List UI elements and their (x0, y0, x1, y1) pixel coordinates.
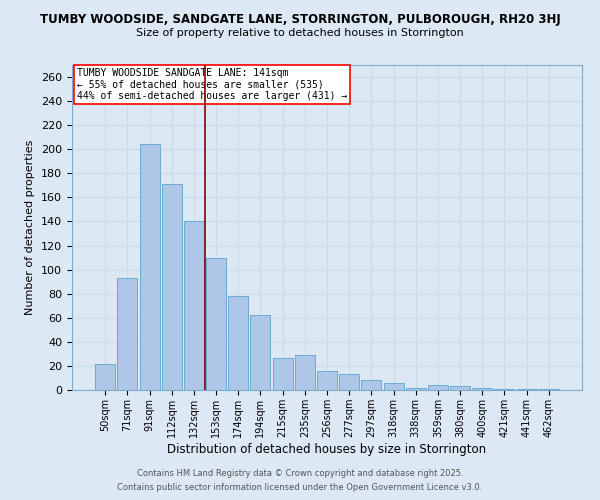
Bar (206, 258, 226, 390)
Bar (406, 388, 426, 390)
Bar (339, 374, 359, 390)
Bar (539, 389, 559, 390)
Text: Size of property relative to detached houses in Storrington: Size of property relative to detached ho… (136, 28, 464, 38)
Bar (295, 355, 315, 390)
Bar (250, 316, 271, 390)
Bar (494, 389, 514, 390)
Bar (95, 364, 115, 390)
X-axis label: Distribution of detached houses by size in Storrington: Distribution of detached houses by size … (167, 442, 487, 456)
Bar (428, 385, 448, 390)
Bar (272, 358, 293, 390)
Bar (228, 296, 248, 390)
Text: Contains public sector information licensed under the Open Government Licence v3: Contains public sector information licen… (118, 484, 482, 492)
Bar (361, 380, 382, 390)
Bar (140, 144, 160, 390)
Bar (472, 388, 492, 390)
Bar (184, 222, 204, 390)
Text: TUMBY WOODSIDE SANDGATE LANE: 141sqm
← 55% of detached houses are smaller (535)
: TUMBY WOODSIDE SANDGATE LANE: 141sqm ← 5… (77, 68, 347, 102)
Text: Contains HM Land Registry data © Crown copyright and database right 2025.: Contains HM Land Registry data © Crown c… (137, 468, 463, 477)
Bar (118, 278, 137, 390)
Text: TUMBY WOODSIDE, SANDGATE LANE, STORRINGTON, PULBOROUGH, RH20 3HJ: TUMBY WOODSIDE, SANDGATE LANE, STORRINGT… (40, 12, 560, 26)
Bar (383, 383, 404, 390)
Bar (517, 389, 536, 390)
Bar (162, 184, 182, 390)
Bar (317, 370, 337, 390)
Y-axis label: Number of detached properties: Number of detached properties (25, 140, 35, 315)
Bar (450, 386, 470, 390)
